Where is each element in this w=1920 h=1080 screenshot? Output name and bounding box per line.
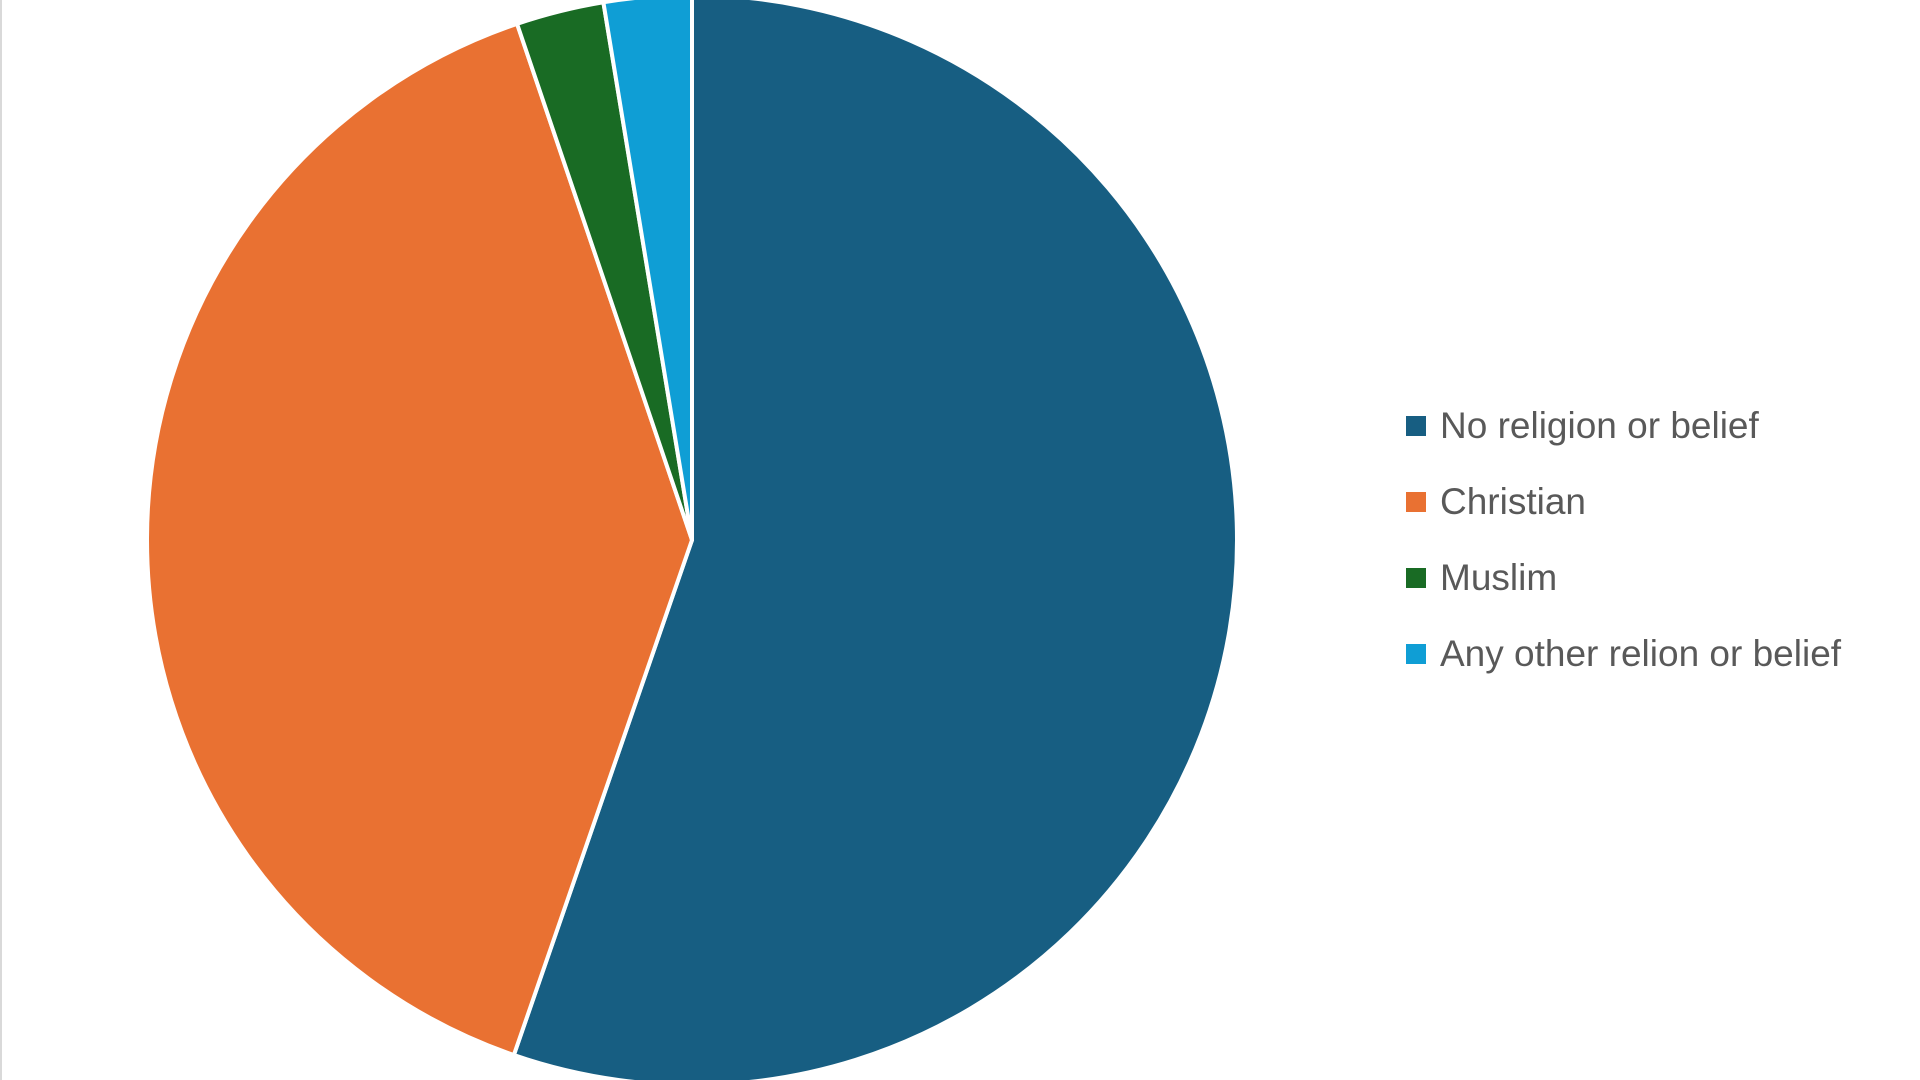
- pie-slice: [145, 21, 694, 1058]
- legend-swatch: [1406, 492, 1426, 512]
- legend-label: No religion or belief: [1440, 405, 1760, 446]
- legend-label: Christian: [1440, 481, 1586, 522]
- legend-swatch: [1406, 416, 1426, 436]
- legend-label: Muslim: [1440, 557, 1557, 598]
- legend-swatch: [1406, 644, 1426, 664]
- pie-slice: [511, 0, 1239, 1080]
- legend-label: Any other relion or belief: [1440, 633, 1842, 674]
- pie-slice: [601, 0, 694, 542]
- legend-swatch: [1406, 568, 1426, 588]
